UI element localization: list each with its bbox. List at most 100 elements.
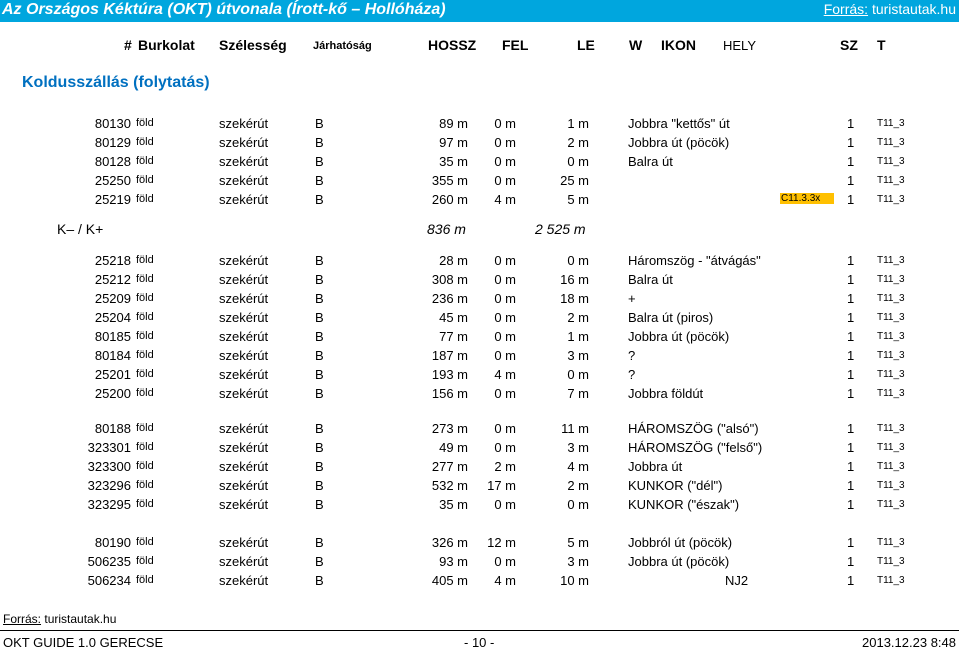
table-row: 25212 föld szekérút B 308 m 0 m 16 m Balra út 1 T… [0,272,959,291]
row-sz: 1 [847,135,855,150]
footer-page-number: - 10 - [464,635,495,650]
row-surface: föld [136,555,154,567]
row-descent: 1 m [567,116,589,131]
row-t: T11_3 [877,194,905,205]
col-header-ikon: IKON [661,37,696,53]
row-length: 405 m [431,573,468,588]
row-length: 326 m [431,535,468,550]
row-sz: 1 [847,173,855,188]
row-t: T11_3 [877,537,905,548]
row-ascent: 0 m [494,253,516,268]
row-t: T11_3 [877,255,905,266]
row-width: szekérút [219,329,269,344]
row-sz: 1 [847,497,855,512]
row-waypoint: KUNKOR ("dél") [628,478,723,493]
row-waypoint: KUNKOR ("észak") [628,497,740,512]
row-sz: 1 [847,348,855,363]
table-row: 25204 föld szekérút B 45 m 0 m 2 m Balra út (pi… [0,310,959,329]
row-descent: 4 m [567,459,589,474]
row-ascent: 0 m [494,154,516,169]
col-header-szelesseg: Szélesség [219,37,287,53]
col-header-sz: SZ [840,37,858,53]
row-waypoint: HÁROMSZÖG ("felső") [628,440,763,455]
row-surface: föld [136,460,154,472]
row-sz: 1 [847,367,855,382]
row-sz: 1 [847,310,855,325]
row-surface: föld [136,368,154,380]
row-surface: föld [136,349,154,361]
row-passability: B [315,154,324,169]
row-surface: föld [136,479,154,491]
row-width: szekérút [219,497,269,512]
row-descent: 18 m [560,291,589,306]
row-sz: 1 [847,386,855,401]
source-credit-top: Forrás: turistautak.hu [823,1,956,17]
row-passability: B [315,116,324,131]
row-sz: 1 [847,421,855,436]
row-ascent: 0 m [494,497,516,512]
row-t: T11_3 [877,156,905,167]
row-id: 25218 [94,253,131,268]
row-length: 355 m [431,173,468,188]
row-descent: 11 m [561,421,589,436]
row-descent: 25 m [560,173,589,188]
row-passability: B [315,497,324,512]
row-descent: 5 m [567,192,589,207]
row-passability: B [315,192,324,207]
row-t: T11_3 [877,480,905,491]
row-descent: 0 m [567,497,589,512]
row-passability: B [315,554,324,569]
row-id: 323295 [87,497,131,512]
row-sz: 1 [847,478,855,493]
row-descent: 0 m [567,154,589,169]
row-descent: 16 m [560,272,589,287]
row-ascent: 0 m [494,421,516,436]
row-length: 93 m [439,554,468,569]
title-bar: Az Országos Kéktúra (OKT) útvonala (Írot… [0,0,959,22]
row-width: szekérút [219,554,269,569]
footer-left: OKT GUIDE 1.0 GERECSE [3,635,164,650]
row-waypoint: Jobbra út (pöcök) [628,554,730,569]
row-id: 25200 [94,386,131,401]
row-width: szekérút [219,459,269,474]
col-header-burkolat: Burkolat [138,37,195,53]
row-waypoint: NJ2 [725,573,749,588]
row-length: 193 m [431,367,468,382]
table-row: 323295 föld szekérút B 35 m 0 m 0 m KUNKOR ("és… [0,497,959,516]
row-waypoint: Balra út (piros) [628,310,714,325]
summary-fel: 2 525 m [535,221,586,237]
row-descent: 5 m [567,535,589,550]
row-surface: föld [136,498,154,510]
row-width: szekérút [219,116,269,131]
table-row: 323300 föld szekérút B 277 m 2 m 4 m Jobbra út 1… [0,459,959,478]
table-row: 25250 föld szekérút B 355 m 0 m 25 m 1 T11_3 [0,173,959,192]
row-ascent: 0 m [494,554,516,569]
row-id: 25212 [94,272,131,287]
table-row: 25218 föld szekérút B 28 m 0 m 0 m Háromszög - … [0,253,959,272]
row-id: 80185 [94,329,131,344]
row-passability: B [315,291,324,306]
row-length: 277 m [431,459,468,474]
row-ascent: 0 m [494,348,516,363]
row-t: T11_3 [877,293,905,304]
row-waypoint: Jobbra "kettős" út [628,116,730,131]
row-surface: föld [136,136,154,148]
row-ascent: 17 m [487,478,516,493]
row-width: szekérút [219,173,269,188]
row-passability: B [315,478,324,493]
table-row: 25209 föld szekérút B 236 m 0 m 18 m +1 T11_3 [0,291,959,310]
row-descent: 3 m [567,440,589,455]
row-surface: föld [136,422,154,434]
row-surface: föld [136,174,154,186]
row-surface: föld [136,292,154,304]
table-row: 80185 föld szekérút B 77 m 0 m 1 m Jobbra út (p… [0,329,959,348]
row-t: T11_3 [877,388,905,399]
row-sz: 1 [847,459,855,474]
col-header-hossz: HOSSZ [428,37,477,53]
row-passability: B [315,535,324,550]
row-width: szekérút [219,272,269,287]
row-passability: B [315,386,324,401]
footer-date: 2013.12.23 8:48 [862,635,956,650]
row-length: 260 m [431,192,468,207]
row-passability: B [315,310,324,325]
